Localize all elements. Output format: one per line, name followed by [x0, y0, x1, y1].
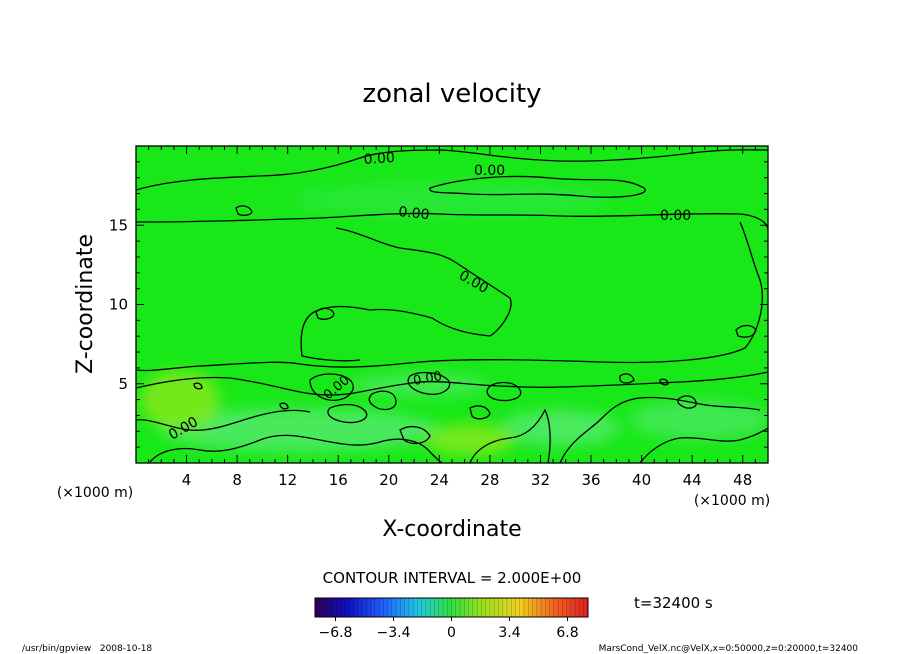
footer-left: /usr/bin/gpview 2008-10-18 — [22, 644, 152, 654]
contour-interval-label: CONTOUR INTERVAL = 2.000E+00 — [323, 569, 582, 587]
x-tick-label: 32 — [531, 471, 550, 489]
x-tick-label: 44 — [683, 471, 702, 489]
time-label: t=32400 s — [634, 594, 713, 612]
colorbar-tick-label: 0 — [447, 625, 456, 641]
colorbar-gradient — [315, 598, 588, 617]
y-tick-label: 5 — [118, 375, 128, 393]
x-tick-label: 20 — [379, 471, 398, 489]
x-tick-label: 8 — [232, 471, 242, 489]
contour-label: 0.00 — [412, 369, 443, 389]
colorbar-tick-label: 3.4 — [498, 625, 520, 641]
footer-right: MarsCond_VelX.nc@VelX,x=0:50000,z=0:2000… — [599, 644, 859, 654]
x-tick-label: 40 — [632, 471, 651, 489]
colorbar-stripes — [319, 598, 584, 617]
x-axis: 4 8 12 16 20 24 28 32 36 40 44 48 — [148, 146, 756, 489]
x-tick-label: 48 — [733, 471, 752, 489]
contour-label: 0.00 — [398, 204, 431, 223]
y-axis: 5 10 15 — [109, 161, 768, 448]
colorbar-ticks: −6.8 −3.4 0 3.4 6.8 — [318, 617, 579, 641]
y-tick-label: 15 — [109, 216, 128, 234]
x-tick-label: 12 — [278, 471, 297, 489]
plot-area: 0.00 0.00 0.00 0.00 0.00 0.00 0.00 0.00 — [136, 146, 768, 463]
colorbar-tick-label: 6.8 — [556, 625, 578, 641]
x-tick-label: 36 — [581, 471, 600, 489]
x-unit-label-left: (×1000 m) — [57, 485, 133, 501]
contour-label: 0.00 — [474, 163, 505, 179]
x-unit-label-right: (×1000 m) — [694, 493, 770, 509]
contour-label: 0.00 — [660, 208, 691, 224]
colorbar: −6.8 −3.4 0 3.4 6.8 — [314, 597, 589, 641]
contour-label: 0.00 — [363, 150, 395, 168]
chart-title: zonal velocity — [362, 79, 541, 109]
colorbar-tick-label: −6.8 — [318, 625, 352, 641]
x-axis-title: X-coordinate — [382, 517, 521, 542]
x-tick-label: 16 — [329, 471, 348, 489]
x-tick-label: 28 — [480, 471, 499, 489]
y-axis-title: Z-coordinate — [73, 234, 98, 374]
contour-lines — [136, 149, 768, 463]
x-tick-label: 24 — [430, 471, 449, 489]
y-tick-label: 10 — [109, 296, 128, 314]
colorbar-tick-label: −3.4 — [376, 625, 410, 641]
x-tick-label: 4 — [182, 471, 192, 489]
